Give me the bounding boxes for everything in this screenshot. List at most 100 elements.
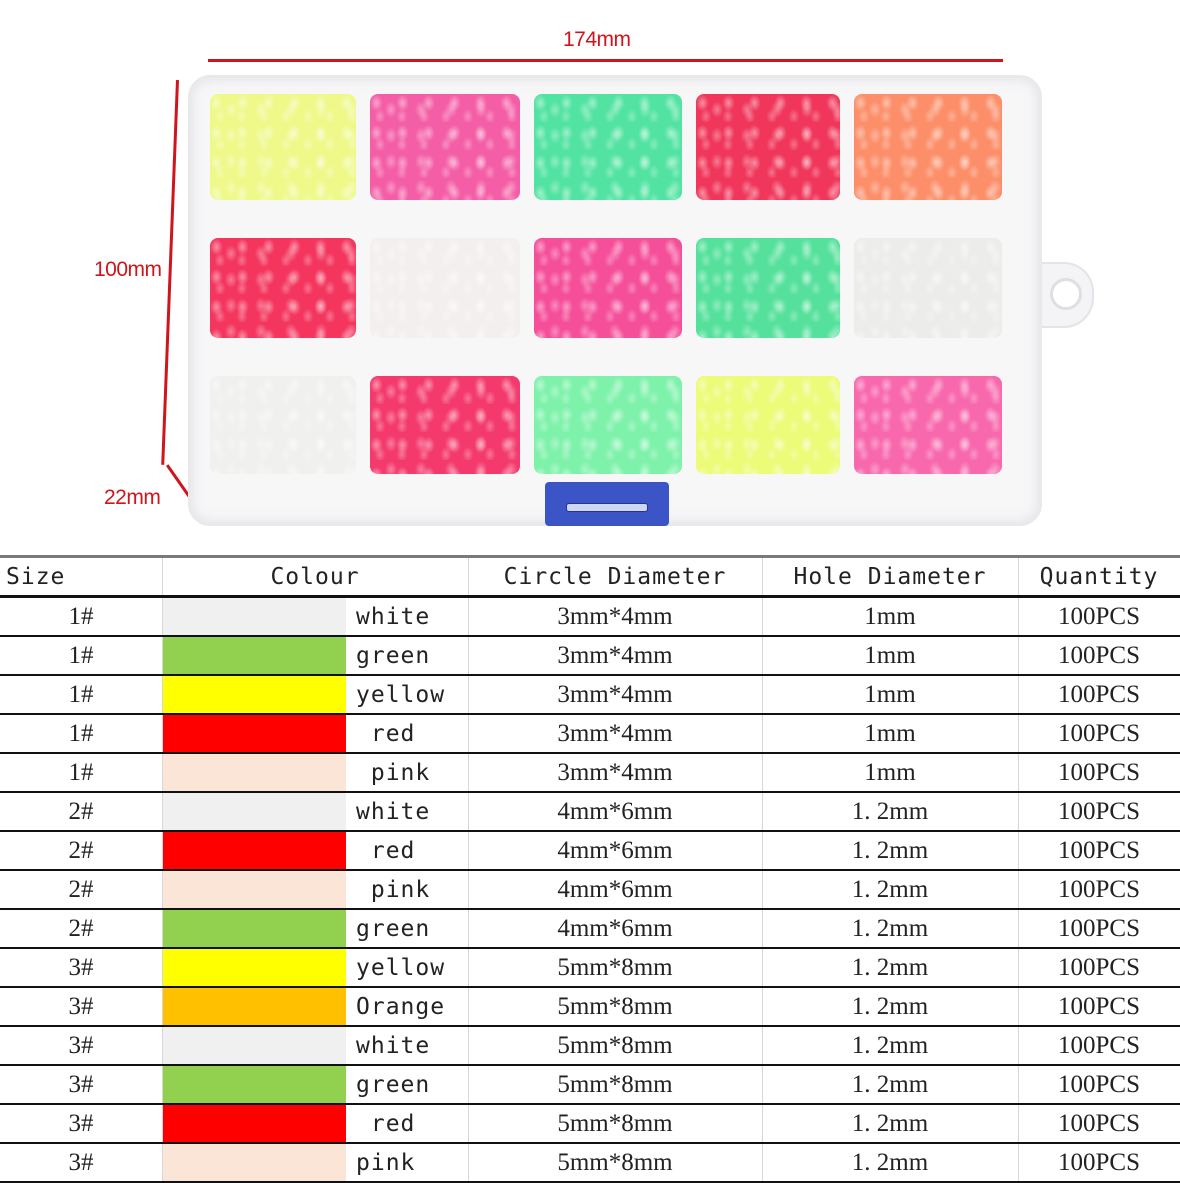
colour-swatch <box>162 910 346 947</box>
height-dimension-label: 22mm <box>104 486 161 509</box>
quantity-cell: 100PCS <box>1058 680 1140 708</box>
beads <box>534 376 682 474</box>
size-cell: 2# <box>68 914 94 942</box>
colour-name-cell: pink <box>356 759 431 786</box>
colour-swatch <box>162 1144 346 1181</box>
table-row: 2# red 4mm*6mm 1. 2mm 100PCS <box>0 832 1180 871</box>
beads <box>696 94 840 200</box>
quantity-cell: 100PCS <box>1058 797 1140 825</box>
colour-swatch <box>162 871 346 908</box>
quantity-cell: 100PCS <box>1058 602 1140 630</box>
table-row: 1# red 3mm*4mm 1mm 100PCS <box>0 715 1180 754</box>
table-row: 3# red 5mm*8mm 1. 2mm 100PCS <box>0 1105 1180 1144</box>
beads <box>534 94 682 200</box>
colour-name-cell: Orange <box>356 993 446 1020</box>
colour-name-cell: green <box>356 1071 431 1098</box>
size-cell: 2# <box>68 875 94 903</box>
size-cell: 3# <box>68 1070 94 1098</box>
circle-diameter-cell: 3mm*4mm <box>557 680 673 708</box>
size-cell: 1# <box>68 602 94 630</box>
hole-diameter-cell: 1mm <box>864 758 916 786</box>
colour-swatch <box>162 1105 346 1142</box>
colour-swatch <box>162 1066 346 1103</box>
colour-swatch <box>162 715 346 752</box>
circle-diameter-cell: 3mm*4mm <box>557 641 673 669</box>
bead-compartment <box>528 370 688 480</box>
table-row: 1# yellow 3mm*4mm 1mm 100PCS <box>0 676 1180 715</box>
bead-compartment <box>528 232 688 344</box>
table-row: 1# pink 3mm*4mm 1mm 100PCS <box>0 754 1180 793</box>
width-dimension-label: 100mm <box>94 258 162 281</box>
header-hole-diameter: Hole Diameter <box>793 563 987 590</box>
colour-swatch <box>162 832 346 869</box>
colour-name-cell: yellow <box>356 954 446 981</box>
circle-diameter-cell: 5mm*8mm <box>557 1031 673 1059</box>
quantity-cell: 100PCS <box>1058 836 1140 864</box>
colour-name-cell: red <box>356 837 416 864</box>
table-row: 3# green 5mm*8mm 1. 2mm 100PCS <box>0 1066 1180 1105</box>
size-cell: 1# <box>68 758 94 786</box>
beads <box>210 238 356 338</box>
table-row: 1# green 3mm*4mm 1mm 100PCS <box>0 637 1180 676</box>
circle-diameter-cell: 5mm*8mm <box>557 1148 673 1176</box>
hang-hole <box>1050 278 1082 310</box>
size-cell: 1# <box>68 641 94 669</box>
circle-diameter-cell: 4mm*6mm <box>557 797 673 825</box>
table-row: 3# pink 5mm*8mm 1. 2mm 100PCS <box>0 1144 1180 1183</box>
hole-diameter-cell: 1. 2mm <box>851 1148 929 1176</box>
width-dimension-line <box>161 80 179 465</box>
hole-diameter-cell: 1. 2mm <box>851 1070 929 1098</box>
size-cell: 2# <box>68 797 94 825</box>
table-row: 1# white 3mm*4mm 1mm 100PCS <box>0 598 1180 637</box>
bead-compartment <box>364 232 526 344</box>
hole-diameter-cell: 1. 2mm <box>851 953 929 981</box>
product-photo: 174mm 100mm 22mm <box>0 0 1180 550</box>
beads <box>696 376 840 474</box>
circle-diameter-cell: 3mm*4mm <box>557 719 673 747</box>
size-cell: 3# <box>68 1031 94 1059</box>
beads <box>854 376 1002 474</box>
beads <box>534 238 682 338</box>
hole-diameter-cell: 1mm <box>864 719 916 747</box>
beads <box>854 94 1002 200</box>
bead-compartment <box>204 88 362 206</box>
hole-diameter-cell: 1. 2mm <box>851 836 929 864</box>
colour-swatch <box>162 988 346 1025</box>
bead-compartment <box>204 370 362 480</box>
colour-swatch <box>162 1027 346 1064</box>
quantity-cell: 100PCS <box>1058 914 1140 942</box>
hole-diameter-cell: 1. 2mm <box>851 914 929 942</box>
colour-swatch <box>162 949 346 986</box>
colour-name-cell: yellow <box>356 681 446 708</box>
quantity-cell: 100PCS <box>1058 641 1140 669</box>
colour-swatch <box>162 754 346 791</box>
bead-compartment <box>364 88 526 206</box>
colour-name-cell: white <box>356 798 431 825</box>
bead-compartment <box>690 370 846 480</box>
hole-diameter-cell: 1mm <box>864 602 916 630</box>
table-row: 3# yellow 5mm*8mm 1. 2mm 100PCS <box>0 949 1180 988</box>
table-row: 2# white 4mm*6mm 1. 2mm 100PCS <box>0 793 1180 832</box>
colour-swatch <box>162 637 346 674</box>
colour-name-cell: red <box>356 720 416 747</box>
bead-compartment <box>364 370 526 480</box>
bead-compartment <box>848 232 1008 344</box>
colour-swatch <box>162 793 346 830</box>
header-colour: Colour <box>270 563 360 590</box>
circle-diameter-cell: 4mm*6mm <box>557 875 673 903</box>
size-cell: 3# <box>68 1148 94 1176</box>
circle-diameter-cell: 5mm*8mm <box>557 953 673 981</box>
bead-compartment <box>848 88 1008 206</box>
colour-swatch <box>162 676 346 713</box>
quantity-cell: 100PCS <box>1058 758 1140 786</box>
table-row: 3# white 5mm*8mm 1. 2mm 100PCS <box>0 1027 1180 1066</box>
size-cell: 1# <box>68 680 94 708</box>
beads <box>854 238 1002 338</box>
colour-name-cell: white <box>356 603 431 630</box>
size-cell: 1# <box>68 719 94 747</box>
beads <box>370 238 520 338</box>
colour-name-cell: pink <box>356 876 431 903</box>
beads <box>370 376 520 474</box>
beads <box>370 94 520 200</box>
colour-name-cell: green <box>356 915 431 942</box>
